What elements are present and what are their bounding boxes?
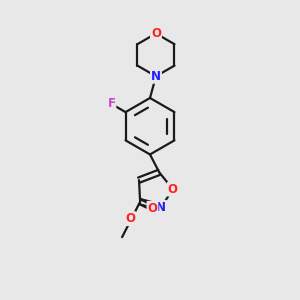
Text: O: O xyxy=(151,27,161,40)
Text: O: O xyxy=(148,202,158,215)
Text: O: O xyxy=(168,183,178,196)
Text: O: O xyxy=(125,212,135,225)
Text: N: N xyxy=(151,70,161,83)
Text: F: F xyxy=(107,98,116,110)
Text: N: N xyxy=(156,201,166,214)
